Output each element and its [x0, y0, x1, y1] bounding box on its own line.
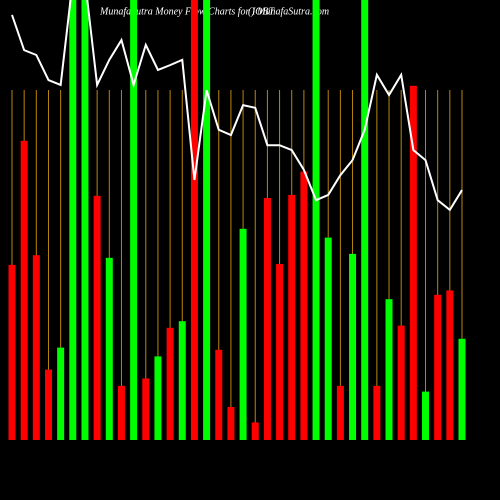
bar	[178, 321, 186, 440]
bar	[81, 0, 89, 440]
bar	[203, 0, 211, 440]
bar	[458, 338, 466, 440]
bar	[312, 0, 320, 440]
bar	[44, 369, 52, 440]
bar	[227, 407, 235, 440]
bar	[336, 385, 344, 440]
bar	[57, 347, 65, 440]
bar	[324, 237, 332, 440]
chart-title: MunafaSutra Money Flow Charts for IOBT	[99, 6, 276, 17]
bar	[154, 356, 162, 440]
bar	[276, 264, 284, 440]
bar	[446, 290, 454, 440]
bar	[349, 253, 357, 440]
bar	[434, 294, 442, 440]
bar	[300, 171, 308, 440]
bar	[239, 228, 247, 440]
bar	[215, 349, 223, 440]
bar	[117, 385, 125, 440]
bar	[105, 257, 113, 440]
bar	[385, 299, 393, 440]
bar	[32, 255, 40, 440]
bar	[373, 385, 381, 440]
bar	[288, 194, 296, 440]
bar	[190, 0, 198, 440]
bar	[93, 195, 101, 440]
bar	[409, 85, 417, 441]
bar	[20, 140, 28, 441]
bar	[130, 0, 138, 440]
money-flow-line	[11, 0, 463, 212]
bar	[166, 327, 174, 440]
bar	[142, 378, 150, 440]
bar	[422, 391, 430, 440]
bar	[69, 0, 77, 440]
chart-subtitle: () MunafaSutra.com	[248, 6, 329, 17]
bar	[263, 198, 271, 440]
bar	[361, 0, 369, 440]
bar	[8, 264, 16, 440]
bar	[397, 325, 405, 440]
bar	[251, 422, 259, 440]
